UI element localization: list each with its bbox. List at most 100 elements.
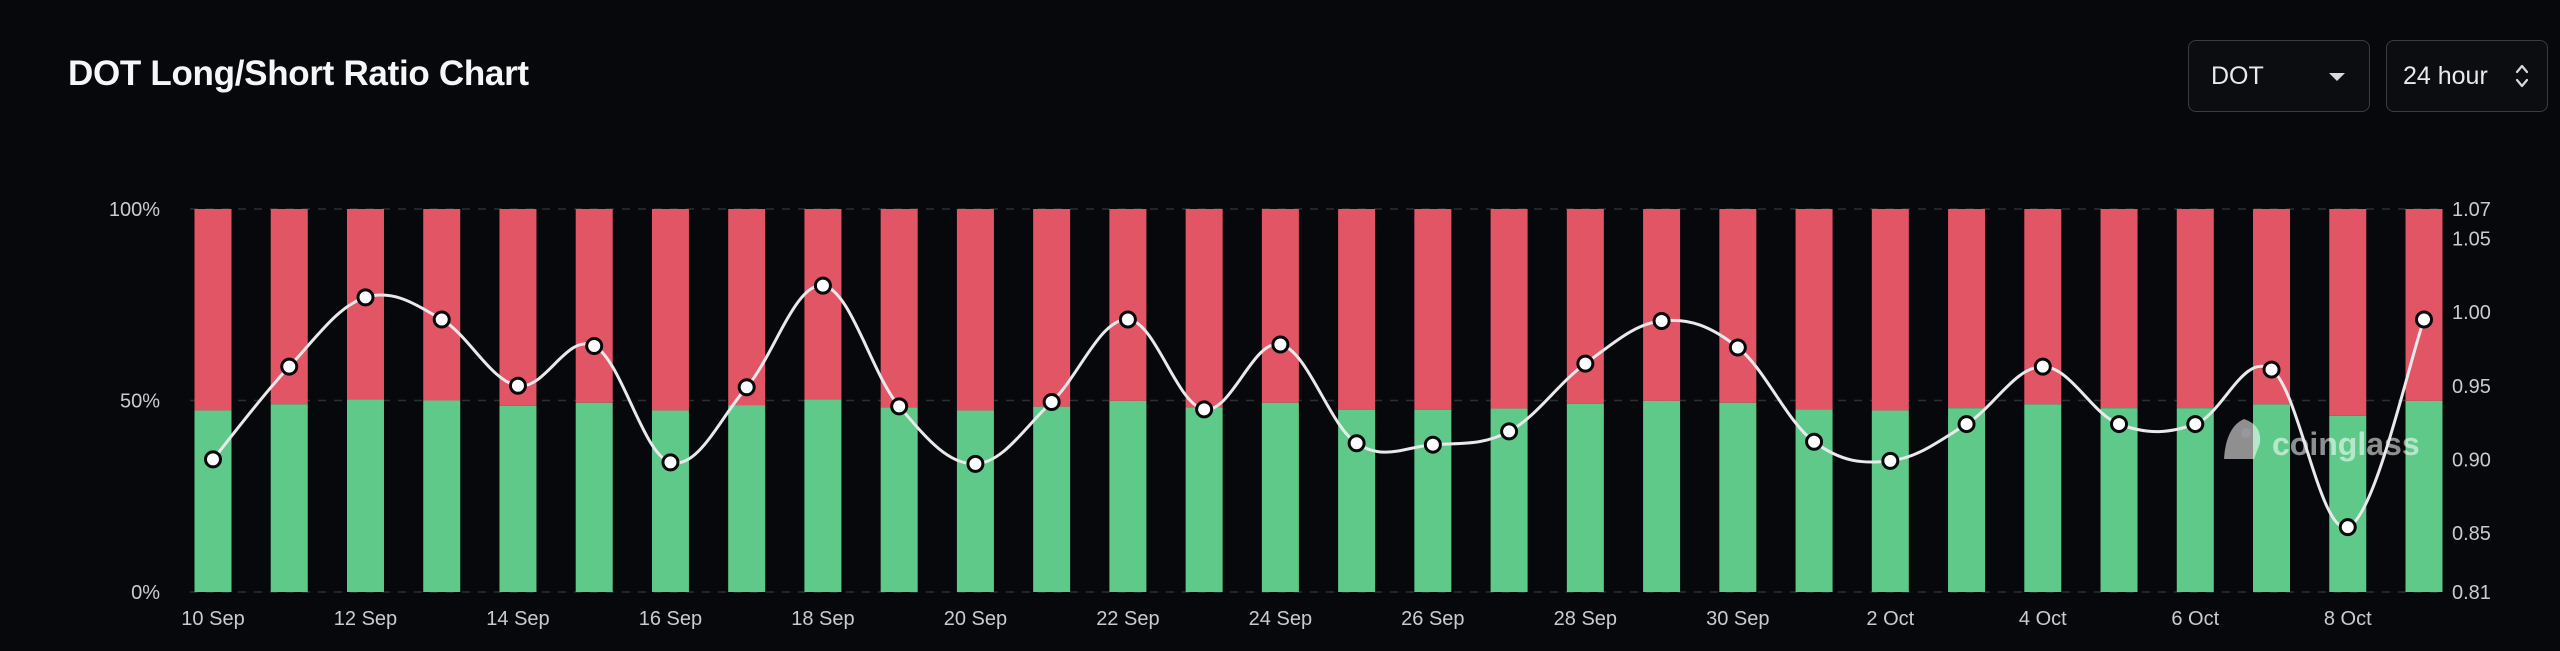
short-bar[interactable]	[1719, 209, 1757, 403]
ratio-point[interactable]	[1805, 432, 1824, 451]
ratio-point[interactable]	[1500, 422, 1519, 441]
ratio-point[interactable]	[204, 450, 222, 469]
long-bar[interactable]	[270, 404, 308, 592]
long-bar[interactable]	[804, 399, 842, 592]
x-tick-label: 20 Sep	[944, 608, 1007, 630]
long-bar[interactable]	[1643, 400, 1681, 592]
y-right-tick-label: 0.85	[2452, 523, 2491, 545]
short-bar[interactable]	[728, 209, 766, 406]
ratio-point[interactable]	[1195, 400, 1214, 419]
long-bar[interactable]	[1261, 402, 1299, 592]
long-bar[interactable]	[2329, 415, 2367, 592]
ratio-point[interactable]	[1652, 311, 1671, 330]
short-bar[interactable]	[2405, 209, 2443, 401]
ratio-point[interactable]	[1042, 392, 1061, 411]
ratio-point[interactable]	[1957, 415, 1976, 434]
ratio-point[interactable]	[813, 276, 832, 295]
ratio-line-series	[204, 276, 2433, 537]
long-bar[interactable]	[1185, 407, 1223, 592]
short-bar[interactable]	[499, 209, 537, 406]
long-bar[interactable]	[1871, 410, 1909, 592]
ratio-point[interactable]	[1576, 354, 1595, 373]
ratio-point[interactable]	[1881, 451, 1900, 470]
short-bar[interactable]	[194, 209, 232, 411]
short-bar[interactable]	[1795, 209, 1833, 410]
ratio-point[interactable]	[508, 376, 527, 395]
ratio-point[interactable]	[1271, 335, 1290, 354]
short-bar[interactable]	[804, 209, 842, 400]
ratio-point[interactable]	[1728, 338, 1747, 357]
short-bar[interactable]	[1948, 209, 1986, 409]
ratio-point[interactable]	[432, 310, 451, 329]
long-bar[interactable]	[956, 410, 994, 592]
long-bar[interactable]	[2405, 400, 2443, 592]
ratio-point[interactable]	[2262, 360, 2281, 379]
up-down-arrows-icon	[2515, 64, 2529, 88]
ratio-point[interactable]	[1347, 434, 1366, 453]
short-bar[interactable]	[1033, 209, 1071, 407]
long-bar[interactable]	[346, 399, 384, 592]
ratio-point[interactable]	[2338, 518, 2357, 537]
short-bar[interactable]	[956, 209, 994, 411]
long-bar[interactable]	[2176, 408, 2214, 592]
long-bar[interactable]	[2024, 404, 2062, 592]
long-bar[interactable]	[1566, 403, 1604, 592]
x-tick-label: 16 Sep	[639, 608, 702, 630]
short-bar[interactable]	[423, 209, 461, 401]
ratio-point[interactable]	[1423, 435, 1442, 454]
long-bar[interactable]	[2100, 408, 2138, 592]
long-bar[interactable]	[1948, 408, 1986, 592]
long-bar[interactable]	[1033, 406, 1071, 592]
ratio-point[interactable]	[356, 288, 375, 307]
ratio-point[interactable]	[661, 453, 680, 472]
short-bar[interactable]	[651, 209, 689, 411]
symbol-select[interactable]: DOT	[2188, 40, 2370, 112]
ratio-point[interactable]	[585, 336, 604, 355]
short-bar[interactable]	[1414, 209, 1452, 410]
long-bar[interactable]	[575, 402, 613, 592]
long-bar[interactable]	[728, 405, 766, 592]
grid-lines	[190, 208, 2440, 593]
axes: 0% 50% 100% 0.81 0.85 0.90 0.95 1.00 1.05 1.07 10 …	[109, 199, 2491, 630]
watermark-text: coinglass	[2272, 426, 2420, 462]
long-bar[interactable]	[880, 407, 918, 592]
chevron-down-icon	[2329, 73, 2345, 81]
short-bar[interactable]	[575, 209, 613, 403]
short-bar[interactable]	[2100, 209, 2138, 409]
short-bar[interactable]	[1261, 209, 1299, 403]
x-tick-label: 18 Sep	[791, 608, 854, 630]
bars	[194, 209, 2443, 593]
interval-select[interactable]: 24 hour	[2386, 40, 2548, 112]
ratio-point[interactable]	[890, 397, 909, 416]
y-right-tick-label: 0.81	[2452, 582, 2491, 604]
ratio-point[interactable]	[280, 357, 299, 376]
long-bar[interactable]	[423, 400, 461, 593]
ratio-point[interactable]	[737, 378, 756, 397]
x-tick-label: 6 Oct	[2171, 608, 2219, 630]
ratio-point[interactable]	[2186, 415, 2205, 434]
short-bar[interactable]	[1109, 209, 1147, 401]
ratio-point[interactable]	[2415, 310, 2433, 329]
watermark: coinglass	[2224, 419, 2420, 462]
short-bar[interactable]	[1490, 209, 1528, 409]
short-bar[interactable]	[880, 209, 918, 408]
y-left-tick-label: 0%	[131, 582, 160, 604]
ratio-point[interactable]	[2033, 357, 2052, 376]
x-tick-label: 28 Sep	[1554, 608, 1617, 630]
short-bar[interactable]	[2329, 209, 2367, 416]
x-tick-label: 12 Sep	[334, 608, 397, 630]
short-bar[interactable]	[1185, 209, 1223, 408]
short-bar[interactable]	[2176, 209, 2214, 409]
ratio-point[interactable]	[966, 454, 985, 473]
ratio-point[interactable]	[1118, 310, 1137, 329]
ratio-point[interactable]	[2110, 415, 2129, 434]
long-bar[interactable]	[1719, 402, 1757, 592]
long-bar[interactable]	[499, 405, 537, 592]
long-bar[interactable]	[194, 410, 232, 592]
short-bar[interactable]	[1643, 209, 1681, 401]
short-bar[interactable]	[1871, 209, 1909, 411]
long-bar[interactable]	[651, 410, 689, 592]
short-bar[interactable]	[1338, 209, 1376, 410]
long-bar[interactable]	[1109, 400, 1147, 592]
